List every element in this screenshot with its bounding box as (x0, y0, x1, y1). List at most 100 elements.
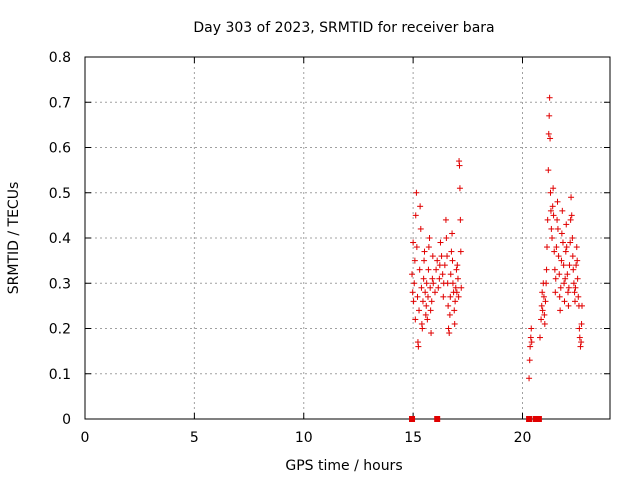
data-point (554, 225, 561, 232)
data-point (413, 244, 420, 251)
data-point (419, 298, 426, 305)
x-tick-label: 5 (190, 430, 199, 446)
zero-marker-point (532, 416, 539, 422)
data-point (452, 284, 459, 291)
data-point (539, 289, 546, 296)
data-point (449, 280, 456, 287)
data-point (565, 289, 571, 296)
data-point (550, 185, 557, 192)
data-point (543, 280, 550, 287)
data-point (429, 253, 436, 260)
data-point (449, 230, 456, 237)
data-point (447, 271, 454, 278)
data-point (545, 130, 552, 137)
x-tick-label: 15 (404, 430, 422, 446)
data-point (562, 248, 569, 255)
data-point (433, 266, 440, 273)
data-point (576, 334, 583, 341)
data-point (426, 235, 433, 241)
data-point (545, 167, 552, 174)
zero-marker-point (535, 416, 542, 422)
data-point (558, 230, 565, 237)
data-point (575, 293, 582, 300)
grid (85, 57, 610, 419)
data-point (440, 293, 447, 300)
data-point (417, 203, 424, 210)
data-point (420, 275, 427, 282)
y-tick-label: 0.8 (49, 50, 71, 66)
data-point (449, 257, 456, 264)
data-point (555, 253, 562, 260)
data-point (573, 262, 580, 269)
data-point (424, 316, 431, 323)
data-point (571, 289, 578, 296)
data-point (577, 343, 584, 350)
data-point (457, 248, 464, 255)
data-point (455, 293, 462, 300)
data-point (458, 284, 465, 291)
data-point (566, 262, 573, 269)
data-point (410, 298, 417, 305)
y-tick-label: 0.5 (49, 186, 71, 202)
x-tick-label: 10 (295, 430, 313, 446)
data-point (567, 216, 574, 223)
data-point (560, 262, 567, 269)
data-point (554, 216, 561, 223)
data-point (576, 325, 583, 332)
data-point (574, 257, 581, 264)
data-point (416, 307, 423, 314)
data-point (556, 271, 563, 278)
y-tick-label: 0.3 (49, 276, 71, 292)
data-point (557, 307, 564, 314)
data-point (570, 266, 577, 273)
data-point (451, 307, 458, 314)
data-point (436, 275, 443, 282)
data-point (537, 334, 543, 341)
data-point (415, 343, 422, 350)
data-point (539, 307, 546, 314)
data-point (457, 216, 464, 223)
data-point (561, 280, 568, 287)
data-point (441, 262, 448, 269)
data-point (526, 375, 533, 382)
data-point (411, 280, 418, 287)
data-point (569, 235, 576, 241)
y-tick-label: 0.2 (49, 322, 71, 338)
data-point (453, 289, 460, 296)
data-point (542, 298, 549, 305)
y-tick-label: 0.7 (49, 95, 71, 111)
data-point (428, 330, 435, 337)
data-point (570, 280, 577, 287)
data-point (569, 253, 576, 260)
data-point (528, 325, 535, 332)
data-point (427, 307, 434, 314)
data-point (578, 320, 585, 327)
y-tick-label: 0.1 (49, 367, 71, 383)
data-point (439, 271, 446, 278)
data-point (437, 239, 444, 246)
data-point (562, 275, 569, 282)
data-point (435, 284, 442, 291)
data-point (578, 339, 585, 346)
y-axis-label: SRMTID / TECUs (6, 182, 22, 295)
data-point (552, 275, 559, 282)
chart-title: Day 303 of 2023, SRMTID for receiver bar… (193, 20, 494, 36)
data-point (430, 280, 437, 287)
data-point (427, 284, 434, 291)
data-point (563, 244, 570, 251)
data-point (548, 225, 555, 232)
data-point (551, 248, 558, 255)
zero-marker-point (409, 416, 416, 422)
data-point (543, 266, 550, 273)
data-point (568, 194, 575, 201)
data-point (429, 275, 436, 282)
data-point (452, 298, 459, 305)
data-point (438, 253, 445, 260)
data-point (563, 221, 570, 228)
data-point (413, 189, 420, 196)
data-point (451, 320, 458, 327)
data-point (527, 343, 534, 350)
y-tick-label: 0.6 (49, 141, 71, 157)
data-point (414, 293, 421, 300)
data-point (561, 298, 568, 305)
